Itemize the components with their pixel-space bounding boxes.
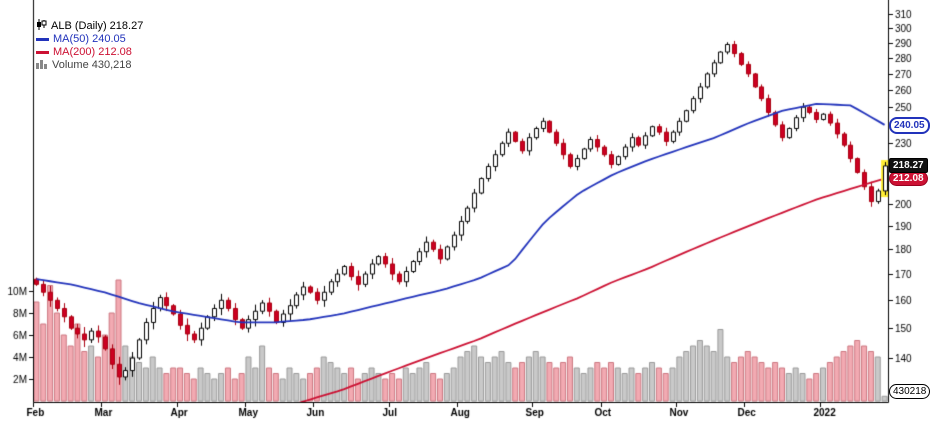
legend-ma50-row[interactable]: MA(50) 240.05 <box>36 33 143 46</box>
volume-bars-icon <box>36 59 48 73</box>
ma50-line-swatch <box>36 38 49 41</box>
ma50-label: MA(50) 240.05 <box>53 33 126 45</box>
symbol-title: ALB (Daily) 218.27 <box>51 20 144 32</box>
volume-callout: 430218 <box>889 384 931 399</box>
legend-ma200-row[interactable]: MA(200) 212.08 <box>36 46 143 59</box>
ma200-price-callout: 212.08 <box>889 171 928 186</box>
candlestick-icon <box>36 19 47 34</box>
ma200-line-swatch <box>36 51 49 54</box>
volume-label: Volume 430,218 <box>52 59 132 71</box>
legend-symbol-row[interactable]: ALB (Daily) 218.27 <box>36 19 144 34</box>
ma200-label: MA(200) 212.08 <box>53 46 132 58</box>
legend-volume-row[interactable]: Volume 430,218 <box>36 59 143 72</box>
last-price-callout: 218.27 <box>889 158 928 173</box>
chart-legend: ALB (Daily) 218.27 MA(50) 240.05 MA(200)… <box>36 19 144 72</box>
ma50-price-callout: 240.05 <box>889 117 930 134</box>
